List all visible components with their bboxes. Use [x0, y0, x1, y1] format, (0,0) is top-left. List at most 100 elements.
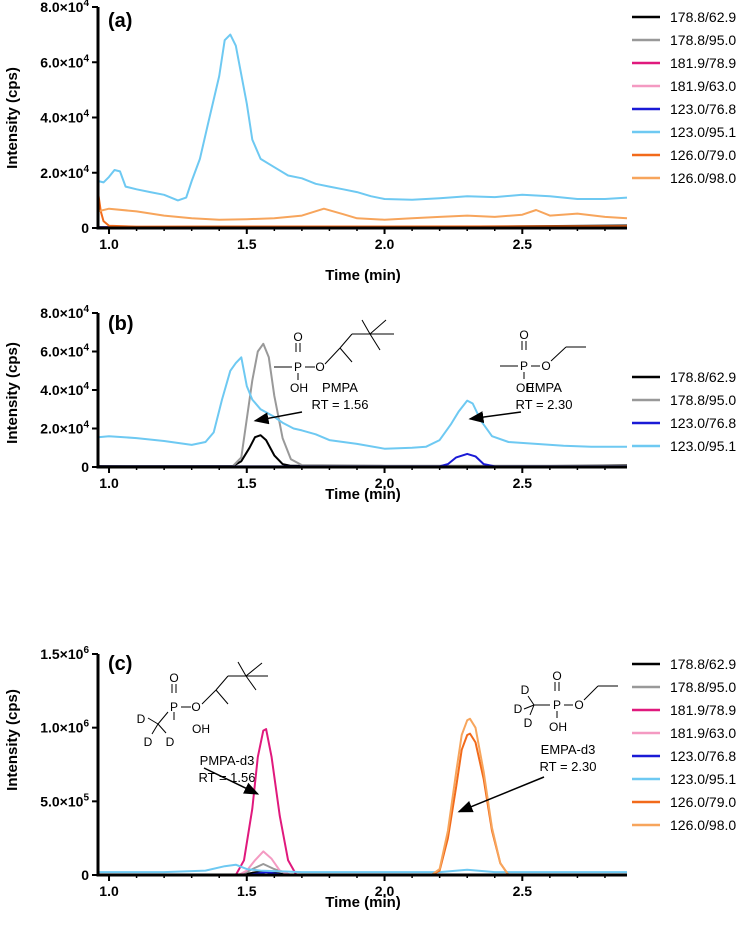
- series-line-123.0/95.1: [98, 863, 627, 874]
- x-tick-label: 2.0: [375, 475, 395, 491]
- series-line-123.0/95.1: [97, 33, 628, 202]
- annotation-label: PMPA-d3: [200, 753, 255, 768]
- atom-label: D: [137, 712, 146, 726]
- series-line-123.0/76.8: [98, 452, 627, 468]
- x-tick-label: 1.5: [237, 883, 257, 899]
- atom-label: P: [170, 700, 178, 714]
- pmpa-d3-structure: O P O OH D D D: [137, 661, 268, 749]
- atom-label: P: [520, 359, 528, 373]
- legend-label: 181.9/78.9: [670, 55, 736, 71]
- panel-label: (c): [108, 653, 132, 675]
- atom-label: OH: [516, 381, 534, 395]
- legend-label: 123.0/95.1: [670, 124, 736, 140]
- series-line-123.0/95.1: [97, 356, 627, 450]
- y-tick-label: 8.0×104: [40, 0, 89, 15]
- x-tick-label: 1.5: [237, 475, 257, 491]
- y-tick-label: 1.5×106: [40, 645, 89, 662]
- atom-label: D: [514, 702, 523, 716]
- atom-label: O: [169, 671, 178, 685]
- series-line-181.9/78.9: [98, 728, 627, 876]
- empa-d3-structure: O P O OH D D D: [514, 669, 618, 734]
- y-tick-label: 1.0×106: [40, 719, 89, 736]
- x-axis-title: Time (min): [325, 267, 401, 284]
- atom-label: OH: [290, 381, 308, 395]
- y-tick-label: 4.0×104: [40, 381, 89, 398]
- x-tick-label: 1.0: [99, 883, 119, 899]
- legend-label: 126.0/98.0: [670, 170, 736, 186]
- series-line-126.0/79.0: [97, 191, 628, 228]
- series-line-178.8/95.0: [98, 863, 627, 876]
- legend-label: 178.8/95.0: [670, 679, 736, 695]
- atom-label: P: [294, 360, 302, 374]
- legend-label: 126.0/98.0: [670, 817, 736, 833]
- annotation-rt: RT = 1.56: [199, 770, 256, 785]
- series-line-126.0/98.0: [98, 717, 627, 876]
- atom-label: O: [552, 669, 561, 683]
- legend-label: 123.0/95.1: [670, 771, 736, 787]
- annotation-arrow: [253, 411, 303, 425]
- annotation-label: EMPA: [526, 380, 562, 395]
- x-tick-label: 2.0: [375, 883, 395, 899]
- x-tick-label: 1.0: [99, 475, 119, 491]
- x-tick-label: 1.0: [99, 236, 119, 252]
- atom-label: O: [315, 360, 324, 374]
- series-line-178.8/62.9: [98, 434, 628, 468]
- atom-label: OH: [549, 720, 567, 734]
- legend-label: 181.9/63.0: [670, 725, 736, 741]
- legend-label: 126.0/79.0: [670, 794, 736, 810]
- annotation-label: EMPA-d3: [541, 742, 596, 757]
- legend-label: 178.8/62.9: [670, 9, 736, 25]
- chart-panel-c: (c) Intensity (cps) Time (min) PMPA-d3 R…: [4, 645, 736, 911]
- y-axis-title: Intensity (cps): [4, 342, 21, 444]
- legend-label: 126.0/79.0: [670, 147, 736, 163]
- y-tick-label: 4.0×104: [40, 109, 89, 126]
- atom-label: O: [519, 328, 528, 342]
- atom-label: OH: [192, 722, 210, 736]
- atom-label: P: [553, 698, 561, 712]
- x-axis-title: Time (min): [325, 486, 401, 503]
- y-tick-label: 6.0×104: [40, 343, 89, 360]
- y-axis-title: Intensity (cps): [4, 689, 21, 791]
- atom-label: O: [541, 359, 550, 373]
- legend-label: 178.8/62.9: [670, 656, 736, 672]
- y-tick-label: 0: [81, 459, 89, 475]
- x-axis-title: Time (min): [325, 894, 401, 911]
- atom-label: D: [524, 716, 533, 730]
- x-tick-label: 2.5: [513, 236, 533, 252]
- atom-label: D: [144, 735, 153, 749]
- x-tick-label: 2.5: [513, 475, 533, 491]
- y-tick-label: 0: [81, 220, 89, 236]
- y-tick-label: 5.0×105: [40, 792, 89, 809]
- legend-label: 181.9/78.9: [670, 702, 736, 718]
- atom-label: O: [191, 700, 200, 714]
- panel-label: (b): [108, 313, 134, 335]
- panel-label: (a): [108, 10, 132, 32]
- legend-label: 123.0/76.8: [670, 748, 736, 764]
- legend-label: 123.0/76.8: [670, 415, 736, 431]
- series-line-126.0/98.0: [97, 207, 628, 221]
- annotation-rt: RT = 2.30: [540, 759, 597, 774]
- annotation-arrow: [468, 411, 522, 424]
- x-tick-label: 1.5: [237, 236, 257, 252]
- legend-label: 178.8/62.9: [670, 369, 736, 385]
- annotation-rt: RT = 1.56: [312, 397, 369, 412]
- annotation-rt: RT = 2.30: [516, 397, 573, 412]
- legend-label: 181.9/63.0: [670, 78, 736, 94]
- legend-label: 178.8/95.0: [670, 392, 736, 408]
- x-tick-label: 2.5: [513, 883, 533, 899]
- y-tick-label: 0: [81, 867, 89, 883]
- series-line-178.8/95.0: [97, 342, 627, 468]
- legend-label: 123.0/95.1: [670, 438, 736, 454]
- atom-label: O: [293, 330, 302, 344]
- atom-label: O: [574, 698, 583, 712]
- atom-label: D: [166, 735, 175, 749]
- y-tick-label: 2.0×104: [40, 420, 89, 437]
- annotation-label: PMPA: [322, 380, 358, 395]
- atom-label: D: [521, 683, 530, 697]
- chart-panel-b: (b) Intensity (cps) Time (min) PMPA RT =…: [4, 304, 736, 503]
- chart-panel-a: (a) Intensity (cps) Time (min) 1.0 1.5 2.0…: [4, 0, 736, 284]
- y-tick-label: 8.0×104: [40, 304, 89, 321]
- y-tick-label: 6.0×104: [40, 53, 89, 70]
- pmpa-structure: O P O OH: [274, 319, 394, 395]
